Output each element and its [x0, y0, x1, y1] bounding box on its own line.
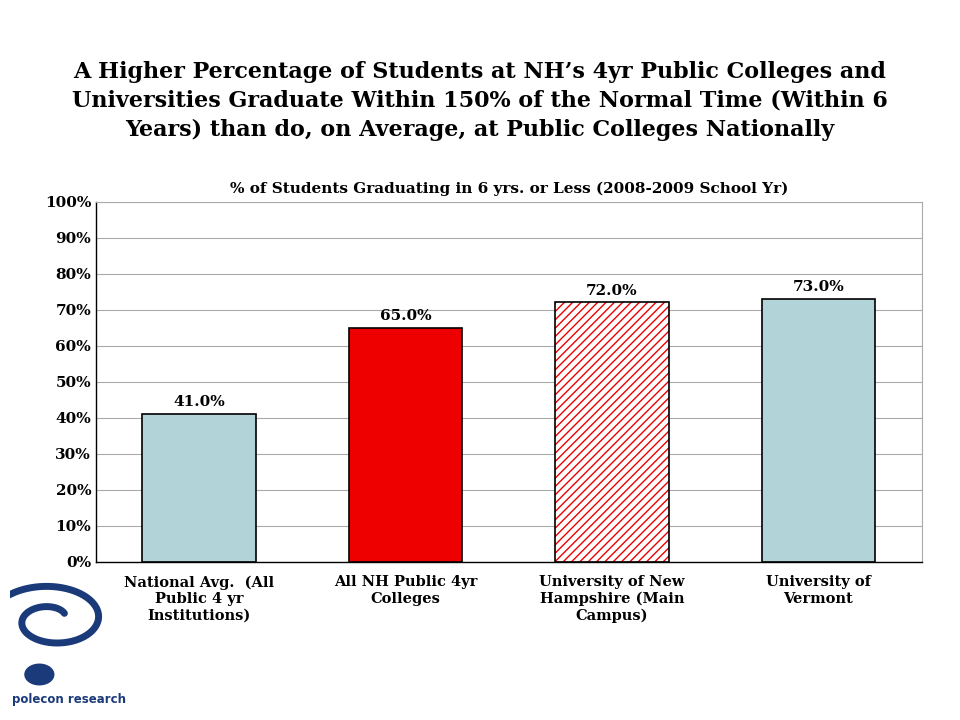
Bar — [555, 302, 669, 562]
Circle shape — [25, 665, 54, 685]
Bar — [142, 414, 256, 562]
Text: polecon research: polecon research — [12, 693, 126, 706]
Text: A Higher Percentage of Students at NH’s 4yr Public Colleges and
Universities Gra: A Higher Percentage of Students at NH’s … — [72, 61, 888, 140]
Text: 65.0%: 65.0% — [380, 309, 431, 323]
Bar — [555, 302, 669, 562]
Text: 73.0%: 73.0% — [793, 280, 844, 294]
Title: % of Students Graduating in 6 yrs. or Less (2008-2009 School Yr): % of Students Graduating in 6 yrs. or Le… — [229, 182, 788, 197]
Text: 41.0%: 41.0% — [174, 395, 225, 409]
Bar — [555, 302, 669, 562]
Bar — [348, 328, 463, 562]
Text: 72.0%: 72.0% — [587, 284, 637, 298]
Bar — [761, 299, 876, 562]
